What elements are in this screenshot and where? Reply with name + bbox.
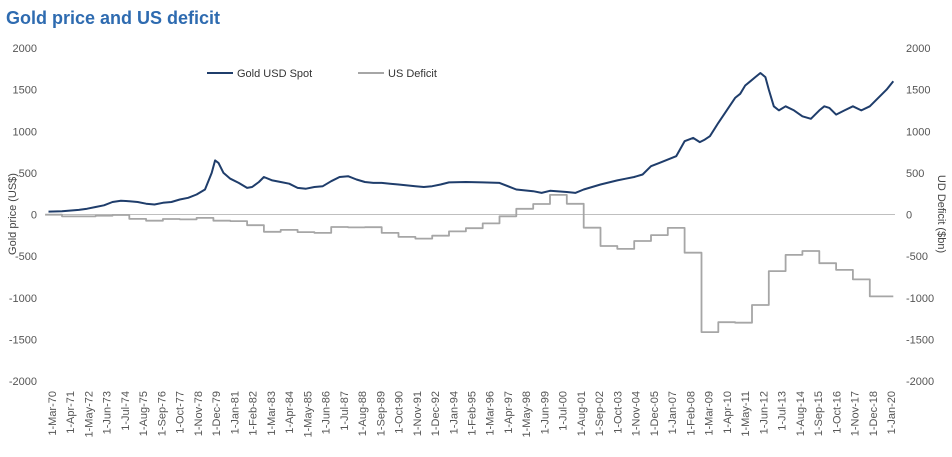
x-tick-label: 1-Jan-20 bbox=[886, 391, 898, 434]
x-tick-label: 1-Dec-18 bbox=[868, 391, 880, 436]
x-tick-label: 1-Jun-12 bbox=[758, 391, 770, 434]
series-line-gold-usd-spot bbox=[48, 72, 895, 213]
y-tick-right: 2000 bbox=[906, 43, 930, 55]
y-tick-right: 0 bbox=[906, 210, 912, 222]
x-tick-label: 1-Jul-74 bbox=[120, 391, 132, 431]
y-tick-left: 500 bbox=[19, 168, 37, 180]
x-tick-label: 1-Jul-00 bbox=[558, 391, 570, 431]
x-tick-label: 1-Apr-10 bbox=[722, 391, 734, 434]
x-tick-label: 1-Aug-14 bbox=[795, 391, 807, 436]
y-tick-left: -1500 bbox=[9, 334, 37, 346]
series-layer bbox=[45, 72, 895, 333]
y-tick-right: 1000 bbox=[906, 126, 930, 138]
x-tick-label: 1-Apr-84 bbox=[284, 391, 296, 434]
x-tick-label: 1-Mar-09 bbox=[704, 391, 716, 436]
x-tick-label: 1-Aug-01 bbox=[576, 391, 588, 436]
x-tick-label: 1-Sep-02 bbox=[594, 391, 606, 436]
y-axis-right-label: UD Deficit ($bn) bbox=[935, 175, 947, 253]
x-tick-label: 1-Nov-04 bbox=[631, 391, 643, 436]
y-tick-left: -1000 bbox=[9, 293, 37, 305]
y-tick-left: 2000 bbox=[13, 43, 37, 55]
y-axis-left-label: Gold price (US$) bbox=[7, 173, 19, 255]
x-tick-label: 1-Feb-95 bbox=[467, 391, 479, 436]
x-tick-label: 1-Jul-13 bbox=[777, 391, 789, 431]
x-tick-label: 1-Jan-07 bbox=[667, 391, 679, 434]
x-tick-label: 1-Nov-17 bbox=[850, 391, 862, 436]
y-tick-left: 1000 bbox=[13, 126, 37, 138]
x-tick-label: 1-May-72 bbox=[83, 391, 95, 437]
x-tick-label: 1-Aug-75 bbox=[138, 391, 150, 436]
x-tick-label: 1-Mar-70 bbox=[47, 391, 59, 436]
chart-title: Gold price and US deficit bbox=[6, 8, 221, 28]
x-tick-label: 1-Oct-90 bbox=[394, 391, 406, 434]
x-tick-label: 1-Jun-73 bbox=[102, 391, 114, 434]
x-tick-label: 1-Jan-81 bbox=[229, 391, 241, 434]
y-tick-left: -2000 bbox=[9, 376, 37, 388]
x-tick-label: 1-Sep-76 bbox=[156, 391, 168, 436]
x-tick-label: 1-Oct-03 bbox=[612, 391, 624, 434]
x-tick-label: 1-Feb-08 bbox=[685, 391, 697, 436]
y-tick-right: -1000 bbox=[906, 293, 934, 305]
y-tick-right: 500 bbox=[906, 168, 924, 180]
x-tick-label: 1-Mar-96 bbox=[485, 391, 497, 436]
x-tick-label: 1-Dec-92 bbox=[430, 391, 442, 436]
legend-label: Gold USD Spot bbox=[237, 68, 312, 80]
x-tick-label: 1-May-85 bbox=[302, 391, 314, 437]
legend-label: US Deficit bbox=[388, 68, 437, 80]
x-tick-label: 1-Nov-91 bbox=[412, 391, 424, 436]
axes: 2000 2000 1500 1500 1000 1000 500 500 0 0 -500 -500… bbox=[9, 43, 934, 437]
x-tick-label: 1-Dec-05 bbox=[649, 391, 661, 436]
y-tick-left: 1500 bbox=[13, 85, 37, 97]
x-tick-label: 1-Oct-77 bbox=[175, 391, 187, 434]
x-tick-label: 1-Jan-94 bbox=[448, 391, 460, 434]
x-tick-label: 1-May-11 bbox=[740, 391, 752, 437]
y-tick-right: -1500 bbox=[906, 334, 934, 346]
y-tick-left: -500 bbox=[15, 251, 37, 263]
x-tick-label: 1-Jun-99 bbox=[539, 391, 551, 434]
x-tick-label: 1-Sep-15 bbox=[813, 391, 825, 436]
x-tick-label: 1-May-98 bbox=[521, 391, 533, 437]
x-tick-label: 1-Jul-87 bbox=[339, 391, 351, 431]
x-tick-label: 1-Nov-78 bbox=[193, 391, 205, 436]
x-tick-label: 1-Jun-86 bbox=[321, 391, 333, 434]
x-tick-label: 1-Apr-71 bbox=[65, 391, 77, 434]
x-tick-label: 1-Aug-88 bbox=[357, 391, 369, 436]
y-tick-right: 1500 bbox=[906, 85, 930, 97]
y-tick-right: -2000 bbox=[906, 376, 934, 388]
y-tick-left: 0 bbox=[31, 210, 37, 222]
x-tick-label: 1-Dec-79 bbox=[211, 391, 223, 436]
y-tick-right: -500 bbox=[906, 251, 928, 263]
x-tick-label: 1-Oct-16 bbox=[831, 391, 843, 434]
x-tick-label: 1-Feb-82 bbox=[248, 391, 260, 436]
legend: Gold USD Spot US Deficit bbox=[207, 68, 437, 80]
x-tick-label: 1-Mar-83 bbox=[266, 391, 278, 436]
x-tick-label: 1-Sep-89 bbox=[375, 391, 387, 436]
x-tick-label: 1-Apr-97 bbox=[503, 391, 515, 434]
series-line-us-deficit bbox=[45, 194, 894, 333]
